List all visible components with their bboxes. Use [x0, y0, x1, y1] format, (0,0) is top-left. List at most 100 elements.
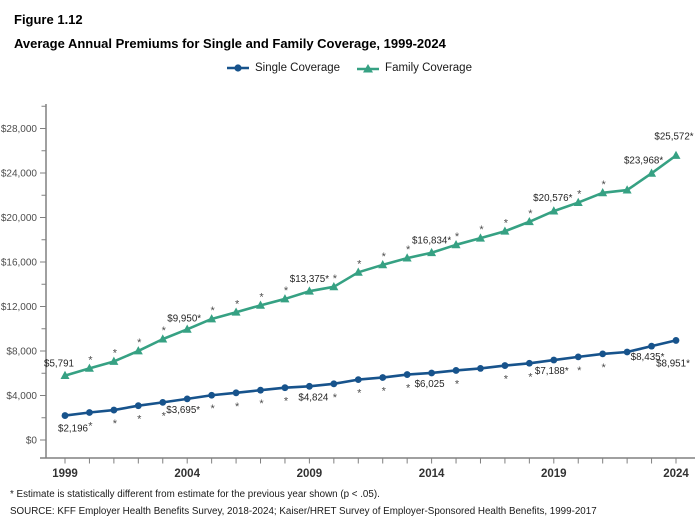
single-data-point	[306, 382, 313, 390]
significance-asterisk: *	[259, 398, 264, 410]
significance-asterisk: *	[406, 383, 411, 395]
family-data-point	[329, 282, 339, 291]
footnote-significance: * Estimate is statistically different fr…	[10, 489, 380, 500]
y-axis-tick-label: $12,000	[1, 302, 38, 313]
significance-asterisk: *	[284, 396, 289, 408]
significance-asterisk: *	[113, 418, 118, 430]
family-data-label: $9,950*	[167, 313, 201, 324]
y-axis-tick-label: $20,000	[1, 213, 38, 224]
single-data-point	[110, 406, 118, 414]
single-data-label: $6,025	[415, 379, 446, 390]
significance-asterisk: *	[137, 337, 142, 349]
family-data-point	[647, 168, 657, 177]
x-axis-tick-label: 2009	[297, 468, 323, 480]
family-data-point	[60, 370, 70, 379]
single-data-point	[86, 409, 93, 416]
family-data-point	[378, 260, 388, 269]
single-data-label: $3,695*	[166, 405, 200, 416]
family-data-point	[402, 253, 412, 262]
family-data-point	[256, 300, 266, 309]
significance-asterisk: *	[210, 403, 215, 415]
single-data-label: $4,824	[298, 392, 329, 403]
single-data-point	[477, 365, 484, 372]
family-data-label: $20,576*	[533, 193, 572, 204]
family-data-point	[500, 226, 510, 235]
family-data-point	[475, 233, 485, 242]
significance-asterisk: *	[577, 189, 582, 201]
family-data-point	[109, 356, 119, 365]
family-data-point	[353, 267, 363, 276]
single-data-label: $8,951*	[656, 358, 690, 369]
single-data-point	[281, 384, 289, 392]
single-data-point	[379, 374, 387, 381]
family-data-point	[182, 324, 192, 333]
x-axis-tick-label: 2004	[174, 468, 200, 480]
family-data-point	[133, 346, 143, 355]
legend-label-family: Family Coverage	[385, 62, 472, 74]
single-data-point	[648, 342, 655, 350]
family-coverage-line	[63, 154, 678, 377]
single-series-marker-icon	[227, 64, 250, 72]
significance-asterisk: *	[406, 244, 411, 256]
x-axis-tick-label: 2024	[663, 468, 689, 480]
single-data-point	[257, 386, 264, 394]
family-data-point	[598, 187, 608, 197]
family-data-point	[207, 314, 217, 323]
y-axis-tick-label: $16,000	[1, 258, 38, 269]
family-data-point	[158, 334, 168, 343]
family-data-label: $25,572*	[654, 132, 693, 143]
single-data-label: $8,435*	[631, 352, 665, 363]
footnote-source: SOURCE: KFF Employer Health Benefits Sur…	[10, 506, 597, 517]
significance-asterisk: *	[602, 179, 607, 191]
single-data-point	[599, 350, 607, 358]
chart-legend: Single Coverage Family Coverage	[0, 62, 698, 74]
significance-asterisk: *	[577, 365, 582, 377]
figure-number: Figure 1.12	[14, 12, 83, 27]
x-axis-tick-label: 2014	[419, 468, 445, 480]
significance-asterisk: *	[528, 208, 533, 220]
significance-asterisk: *	[235, 401, 240, 413]
family-data-point	[622, 185, 632, 194]
family-data-point	[427, 247, 437, 257]
significance-asterisk: *	[528, 371, 533, 383]
single-data-point	[574, 353, 582, 361]
significance-asterisk: *	[382, 386, 387, 398]
family-data-point	[231, 307, 241, 316]
legend-label-single: Single Coverage	[255, 62, 341, 74]
significance-asterisk: *	[504, 374, 509, 386]
significance-asterisk: *	[479, 224, 484, 236]
y-axis-tick-label: $0	[26, 436, 38, 447]
significance-asterisk: *	[455, 231, 460, 243]
family-data-point	[451, 240, 461, 249]
single-data-point	[403, 371, 411, 378]
significance-asterisk: *	[602, 362, 607, 374]
single-data-point	[550, 356, 558, 364]
significance-asterisk: *	[455, 378, 460, 390]
significance-asterisk: *	[357, 258, 362, 270]
significance-asterisk: *	[333, 273, 338, 285]
y-axis-tick-label: $24,000	[1, 169, 38, 180]
single-data-point	[61, 412, 69, 419]
single-data-point	[208, 391, 216, 399]
family-data-point	[84, 363, 94, 372]
y-axis-tick-label: $8,000	[6, 347, 37, 358]
single-data-point	[159, 398, 167, 406]
single-data-point	[428, 369, 435, 377]
y-axis-tick-label: $4,000	[6, 391, 37, 402]
y-axis-tick-label: $28,000	[1, 124, 38, 135]
single-data-point	[330, 380, 338, 388]
single-data-point	[134, 402, 142, 410]
legend-item-single: Single Coverage	[226, 62, 340, 74]
legend-item-family: Family Coverage	[356, 62, 472, 74]
family-data-point	[524, 216, 534, 226]
significance-asterisk: *	[137, 414, 142, 426]
significance-asterisk: *	[235, 298, 240, 310]
family-data-point	[671, 150, 681, 159]
significance-asterisk: *	[382, 251, 387, 263]
single-data-point	[452, 367, 460, 374]
family-data-label: $16,834*	[412, 236, 451, 247]
significance-asterisk: *	[113, 347, 118, 359]
significance-asterisk: *	[88, 354, 93, 366]
